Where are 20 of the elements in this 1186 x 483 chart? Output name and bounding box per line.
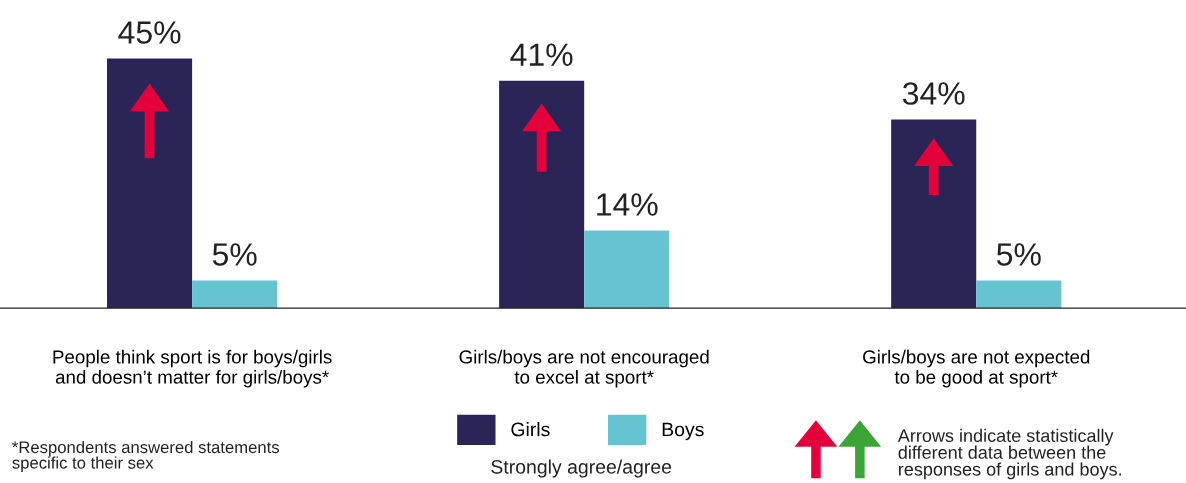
bar xyxy=(192,280,278,309)
legend-label: Girls xyxy=(511,422,550,437)
data-label: 5% xyxy=(212,243,257,266)
data-label: 14% xyxy=(597,193,658,216)
bar xyxy=(499,80,585,309)
x-tick-label: People think sport is for boys/girls and doesn’t matter for girls/boys* xyxy=(53,349,332,388)
data-label: 34% xyxy=(902,82,965,105)
text: Arrows indicate statistically different data between the responses of girls and boys. xyxy=(897,428,1121,480)
data-label: 41% xyxy=(510,43,573,66)
x-tick-label: Girls/boys are not expected to be good at sport* xyxy=(863,349,1090,388)
text: *Respondents answered statements specific to their sex xyxy=(12,440,280,472)
text: Strongly agree/agree xyxy=(491,459,672,478)
x-tick-label: Girls/boys are not encouraged to excel at sport* xyxy=(459,349,709,388)
bar xyxy=(107,58,193,309)
data-label: 5% xyxy=(996,243,1041,266)
bar xyxy=(976,280,1062,309)
bar xyxy=(891,119,977,309)
data-label: 45% xyxy=(118,21,181,44)
legend-label: Boys xyxy=(662,422,704,441)
bar xyxy=(584,230,670,309)
